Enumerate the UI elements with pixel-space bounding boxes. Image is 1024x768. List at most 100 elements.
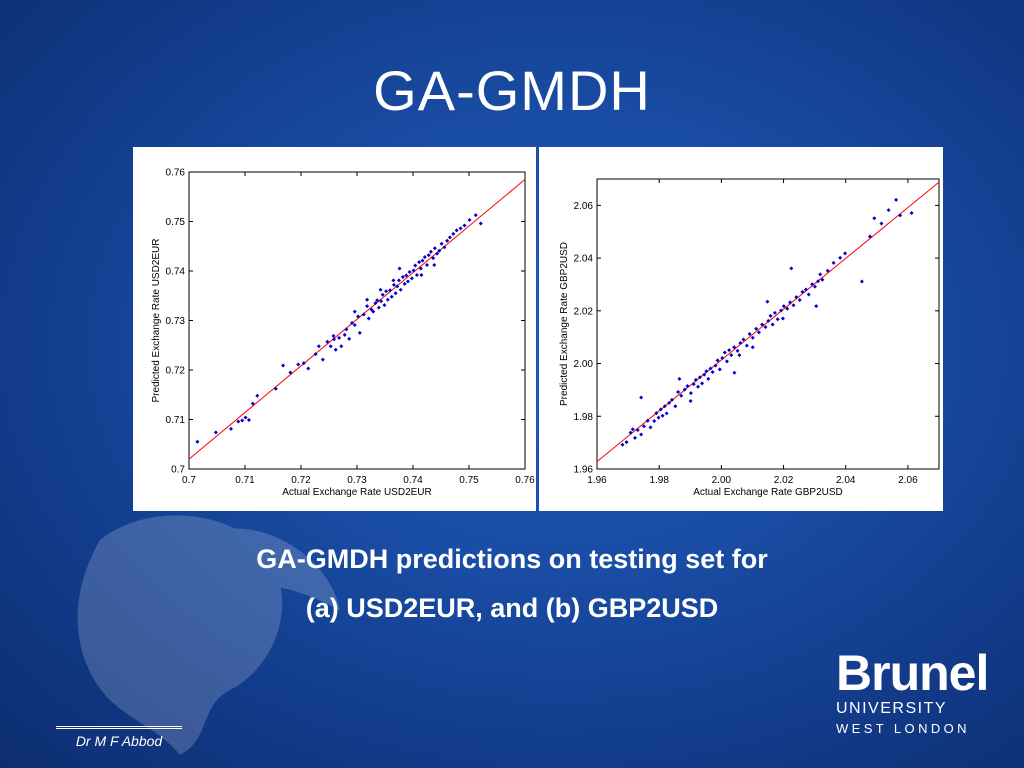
data-point <box>365 304 370 309</box>
plot-area: 0.7 0.71 0.72 0.73 0.74 0.75 0.76 0.7 0.71 0.72 0.… <box>151 168 535 499</box>
scatter-chart-usd2eur: 0.7 0.71 0.72 0.73 0.74 0.75 0.76 0.7 0.71 0.72 0.… <box>151 168 535 499</box>
data-point <box>442 245 447 250</box>
data-point <box>785 306 790 311</box>
data-point <box>352 309 357 314</box>
y-tick-label: 0.71 <box>166 415 186 426</box>
data-point <box>738 340 743 345</box>
data-point <box>669 397 674 402</box>
data-point <box>325 339 330 344</box>
data-point <box>620 442 625 447</box>
data-point <box>710 369 715 374</box>
y-tick-label: 0.74 <box>166 267 186 278</box>
data-point <box>662 404 667 409</box>
data-point <box>729 353 734 358</box>
data-point <box>420 258 425 263</box>
data-point <box>658 407 663 412</box>
x-tick-label: 2.02 <box>774 475 794 486</box>
data-point <box>797 298 802 303</box>
data-point <box>732 370 737 375</box>
data-point <box>366 316 371 321</box>
data-point <box>451 231 456 236</box>
data-point <box>422 255 427 260</box>
data-point <box>473 213 478 218</box>
data-point <box>426 253 431 258</box>
data-point <box>250 401 255 406</box>
data-point <box>400 274 405 279</box>
data-point <box>447 235 452 240</box>
axes-box <box>188 171 526 470</box>
y-tick-label: 2.04 <box>574 254 594 265</box>
scatter-chart-gbp2usd: 1.96 1.98 2.00 2.02 2.04 2.06 1.96 1.98 2.00 2.02… <box>559 178 940 498</box>
data-point <box>879 221 884 226</box>
data-point <box>630 427 635 432</box>
y-tick-label: 0.75 <box>166 217 186 228</box>
data-point <box>697 375 702 380</box>
data-point <box>781 304 786 309</box>
data-point <box>296 362 301 367</box>
data-point <box>737 353 742 358</box>
data-point <box>702 372 707 377</box>
x-axis-label: Actual Exchange Rate USD2EUR <box>282 487 432 498</box>
data-point <box>376 305 381 310</box>
x-tick-label: 0.71 <box>235 475 255 486</box>
data-point <box>313 352 318 357</box>
data-point <box>818 272 823 277</box>
data-point <box>229 426 233 431</box>
data-point <box>389 294 394 299</box>
data-point <box>770 322 775 327</box>
data-point <box>281 363 286 368</box>
data-point <box>357 330 362 335</box>
y-tick-label: 0.73 <box>166 316 186 327</box>
data-point <box>660 413 665 418</box>
data-point <box>639 432 644 437</box>
data-point <box>724 359 729 364</box>
data-point <box>814 304 819 309</box>
data-point <box>385 297 390 302</box>
data-point <box>756 330 761 335</box>
data-point <box>685 383 690 388</box>
data-point <box>696 384 701 389</box>
x-tick-label: 2.06 <box>898 475 918 486</box>
data-point <box>679 393 684 398</box>
data-point <box>391 282 396 287</box>
data-point <box>628 430 633 435</box>
y-tick-label: 1.96 <box>574 465 594 476</box>
data-point <box>339 344 344 349</box>
brunel-crest-watermark <box>77 515 340 755</box>
data-point <box>432 263 437 268</box>
data-point <box>673 404 678 409</box>
data-point <box>727 348 732 353</box>
data-point <box>349 320 354 325</box>
data-point <box>741 337 746 342</box>
data-point <box>342 332 347 337</box>
data-point <box>397 278 401 283</box>
data-point <box>780 316 785 321</box>
data-point <box>735 348 740 353</box>
logo-university: UNIVERSITY <box>836 700 948 717</box>
data-point <box>347 336 352 341</box>
data-point <box>859 279 864 284</box>
x-axis-label: Actual Exchange Rate GBP2USD <box>693 487 843 498</box>
data-point <box>656 415 661 420</box>
data-point <box>744 343 749 348</box>
data-point <box>373 301 378 306</box>
data-point <box>428 249 433 254</box>
data-point <box>301 361 306 366</box>
data-point <box>803 287 808 292</box>
data-point <box>794 295 799 300</box>
x-tick-label: 0.75 <box>459 475 479 486</box>
x-tick-label: 0.74 <box>403 475 423 486</box>
y-tick-label: 2.06 <box>574 201 594 212</box>
data-point <box>388 288 393 293</box>
data-point <box>639 395 644 400</box>
data-point <box>750 345 755 350</box>
chart-panel-usd2eur: 0.7 0.71 0.72 0.73 0.74 0.75 0.76 0.7 0.71 0.72 0.… <box>133 147 536 511</box>
data-point <box>409 276 414 281</box>
brunel-logo: Brunel UNIVERSITY WEST LONDON <box>836 648 989 736</box>
data-point <box>704 369 709 374</box>
data-point <box>867 234 872 239</box>
data-point <box>648 425 653 430</box>
data-point <box>391 278 396 283</box>
data-point <box>715 358 720 363</box>
data-point <box>393 291 398 296</box>
